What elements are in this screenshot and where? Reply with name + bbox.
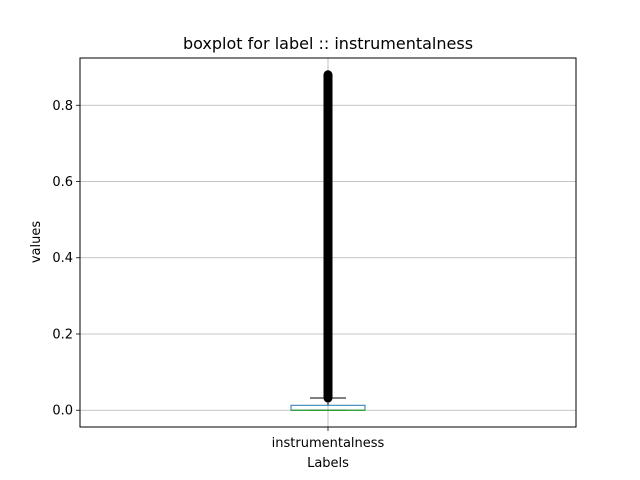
- y-tick-label: 0.0: [52, 404, 73, 419]
- y-tick-label: 0.8: [52, 99, 73, 114]
- plot-frame: [79, 57, 577, 428]
- y-tick-label: 0.2: [52, 327, 73, 342]
- boxplot-group: [290, 70, 366, 411]
- x-axis-label: Labels: [307, 456, 349, 471]
- outlier-markers: [323, 70, 333, 403]
- y-axis-label: values: [29, 221, 44, 264]
- y-tick-label: 0.4: [52, 251, 73, 266]
- y-tick-label: 0.6: [52, 175, 73, 190]
- x-tick-label: instrumentalness: [272, 436, 385, 451]
- chart-title: boxplot for label :: instrumentalness: [183, 34, 473, 53]
- y-axis-ticks: 0.0 0.2 0.4 0.6 0.8: [52, 99, 80, 419]
- x-axis-ticks: instrumentalness: [272, 427, 385, 451]
